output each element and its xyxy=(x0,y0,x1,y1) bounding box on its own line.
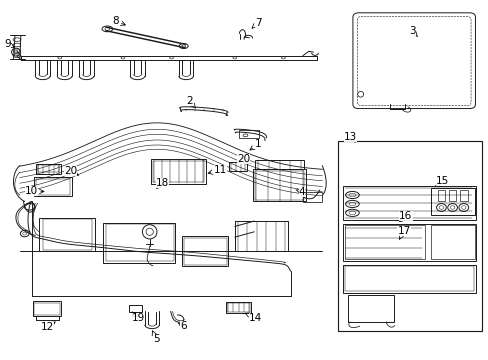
Bar xyxy=(253,169,305,202)
Text: 19: 19 xyxy=(132,312,145,323)
Bar xyxy=(437,190,445,201)
Bar xyxy=(106,224,174,261)
Text: 4: 4 xyxy=(295,187,305,197)
Bar xyxy=(345,225,425,259)
Bar xyxy=(430,188,474,215)
Text: 15: 15 xyxy=(435,176,448,186)
Bar xyxy=(38,165,59,172)
Text: 3: 3 xyxy=(408,26,417,36)
Bar xyxy=(33,301,61,316)
Bar xyxy=(459,190,467,201)
Text: 10: 10 xyxy=(25,186,44,197)
Bar xyxy=(184,238,226,265)
Bar xyxy=(430,225,474,259)
Bar xyxy=(227,303,249,312)
Text: 2: 2 xyxy=(186,96,195,108)
Bar xyxy=(103,223,175,263)
Text: 7: 7 xyxy=(251,18,261,28)
Bar xyxy=(342,186,475,220)
Bar xyxy=(228,162,247,171)
Bar xyxy=(448,190,456,201)
Bar xyxy=(342,265,475,293)
Bar xyxy=(302,192,322,202)
Bar xyxy=(36,179,70,195)
Bar xyxy=(255,160,303,169)
Bar xyxy=(128,305,142,312)
Bar xyxy=(34,302,60,315)
Text: 12: 12 xyxy=(41,322,55,332)
Text: 20: 20 xyxy=(237,154,249,164)
Text: 11: 11 xyxy=(208,165,226,175)
Bar xyxy=(225,302,251,313)
Text: 14: 14 xyxy=(245,312,261,323)
Text: 6: 6 xyxy=(178,321,186,332)
Bar xyxy=(42,219,92,249)
Text: 1: 1 xyxy=(249,139,261,150)
Bar xyxy=(153,161,203,182)
Text: 17: 17 xyxy=(397,226,410,239)
Text: 16: 16 xyxy=(399,211,412,222)
Bar xyxy=(342,224,475,261)
Text: 20: 20 xyxy=(64,166,78,176)
Bar xyxy=(337,141,481,331)
Text: 18: 18 xyxy=(156,178,169,188)
Bar xyxy=(347,295,393,322)
Bar xyxy=(345,266,473,292)
Bar xyxy=(34,177,72,196)
Bar xyxy=(255,171,303,200)
Text: 9: 9 xyxy=(4,39,14,49)
Bar xyxy=(39,217,95,251)
Bar xyxy=(182,236,228,266)
Text: 8: 8 xyxy=(112,16,125,26)
Bar xyxy=(36,163,61,174)
Text: 13: 13 xyxy=(343,132,356,142)
Bar xyxy=(151,159,205,184)
Text: 5: 5 xyxy=(152,331,159,344)
Bar xyxy=(238,130,259,138)
Bar xyxy=(234,221,287,251)
